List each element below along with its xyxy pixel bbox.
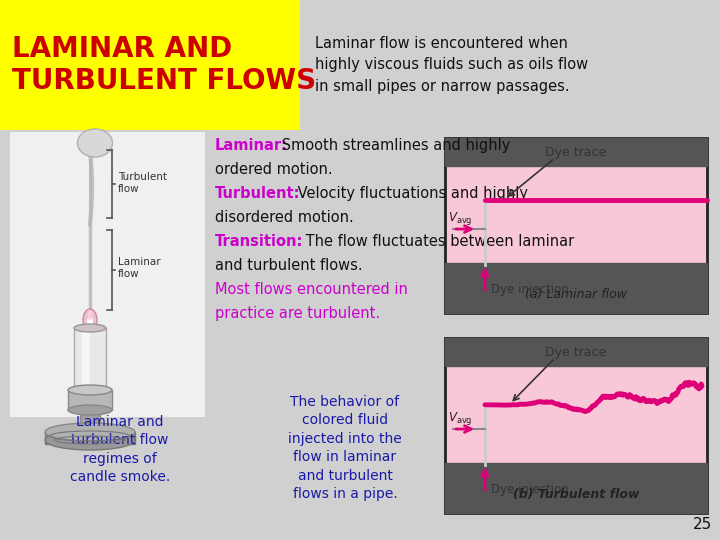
Text: Laminar and
turbulent flow
regimes of
candle smoke.: Laminar and turbulent flow regimes of ca… [70, 415, 170, 484]
Bar [445, 338, 707, 513]
Text: (a) Laminar flow: (a) Laminar flow [525, 288, 627, 301]
Text: disordered motion.: disordered motion. [215, 210, 354, 225]
Bar [45, 432, 135, 444]
Bar [74, 328, 106, 390]
Text: 25: 25 [693, 517, 712, 532]
Text: The flow fluctuates between laminar: The flow fluctuates between laminar [301, 234, 574, 249]
Text: Smooth streamlines and highly: Smooth streamlines and highly [277, 138, 510, 153]
Text: Turbulent
flow: Turbulent flow [118, 172, 167, 194]
Ellipse shape [45, 423, 135, 441]
Text: LAMINAR AND
TURBULENT FLOWS: LAMINAR AND TURBULENT FLOWS [12, 35, 316, 95]
Text: ordered motion.: ordered motion. [215, 162, 333, 177]
Text: and turbulent flows.: and turbulent flows. [215, 258, 363, 273]
Bar [68, 390, 112, 410]
Text: Laminar flow is encountered when
highly viscous fluids such as oils flow
in smal: Laminar flow is encountered when highly … [315, 37, 588, 93]
Text: Laminar
flow: Laminar flow [118, 257, 161, 279]
Text: (b) Turbulent flow: (b) Turbulent flow [513, 488, 639, 501]
Text: Velocity fluctuations and highly: Velocity fluctuations and highly [293, 186, 528, 201]
Text: $V_\mathrm{avg}$: $V_\mathrm{avg}$ [448, 410, 472, 427]
Text: Dye trace: Dye trace [545, 346, 606, 359]
Ellipse shape [88, 310, 92, 320]
Text: Turbulent:: Turbulent: [215, 186, 300, 201]
Text: The behavior of
colored fluid
injected into the
flow in laminar
and turbulent
fl: The behavior of colored fluid injected i… [288, 395, 402, 501]
Ellipse shape [68, 385, 112, 395]
Ellipse shape [83, 309, 97, 331]
Ellipse shape [74, 324, 106, 332]
Ellipse shape [68, 405, 112, 415]
Bar [80, 410, 100, 432]
Bar [445, 138, 707, 313]
Text: Dye injection: Dye injection [491, 483, 569, 496]
Text: Most flows encountered in: Most flows encountered in [215, 282, 408, 297]
Text: practice are turbulent.: practice are turbulent. [215, 306, 380, 321]
Text: Laminar:: Laminar: [215, 138, 288, 153]
Ellipse shape [87, 316, 93, 328]
Text: Transition:: Transition: [215, 234, 303, 249]
Text: Dye injection: Dye injection [491, 283, 569, 296]
Text: Dye trace: Dye trace [545, 146, 606, 159]
Ellipse shape [78, 129, 112, 157]
Text: $V_\mathrm{avg}$: $V_\mathrm{avg}$ [448, 210, 472, 227]
Bar [82, 328, 90, 390]
Ellipse shape [45, 430, 135, 450]
Bar [0, 0, 300, 130]
Bar [10, 132, 205, 417]
